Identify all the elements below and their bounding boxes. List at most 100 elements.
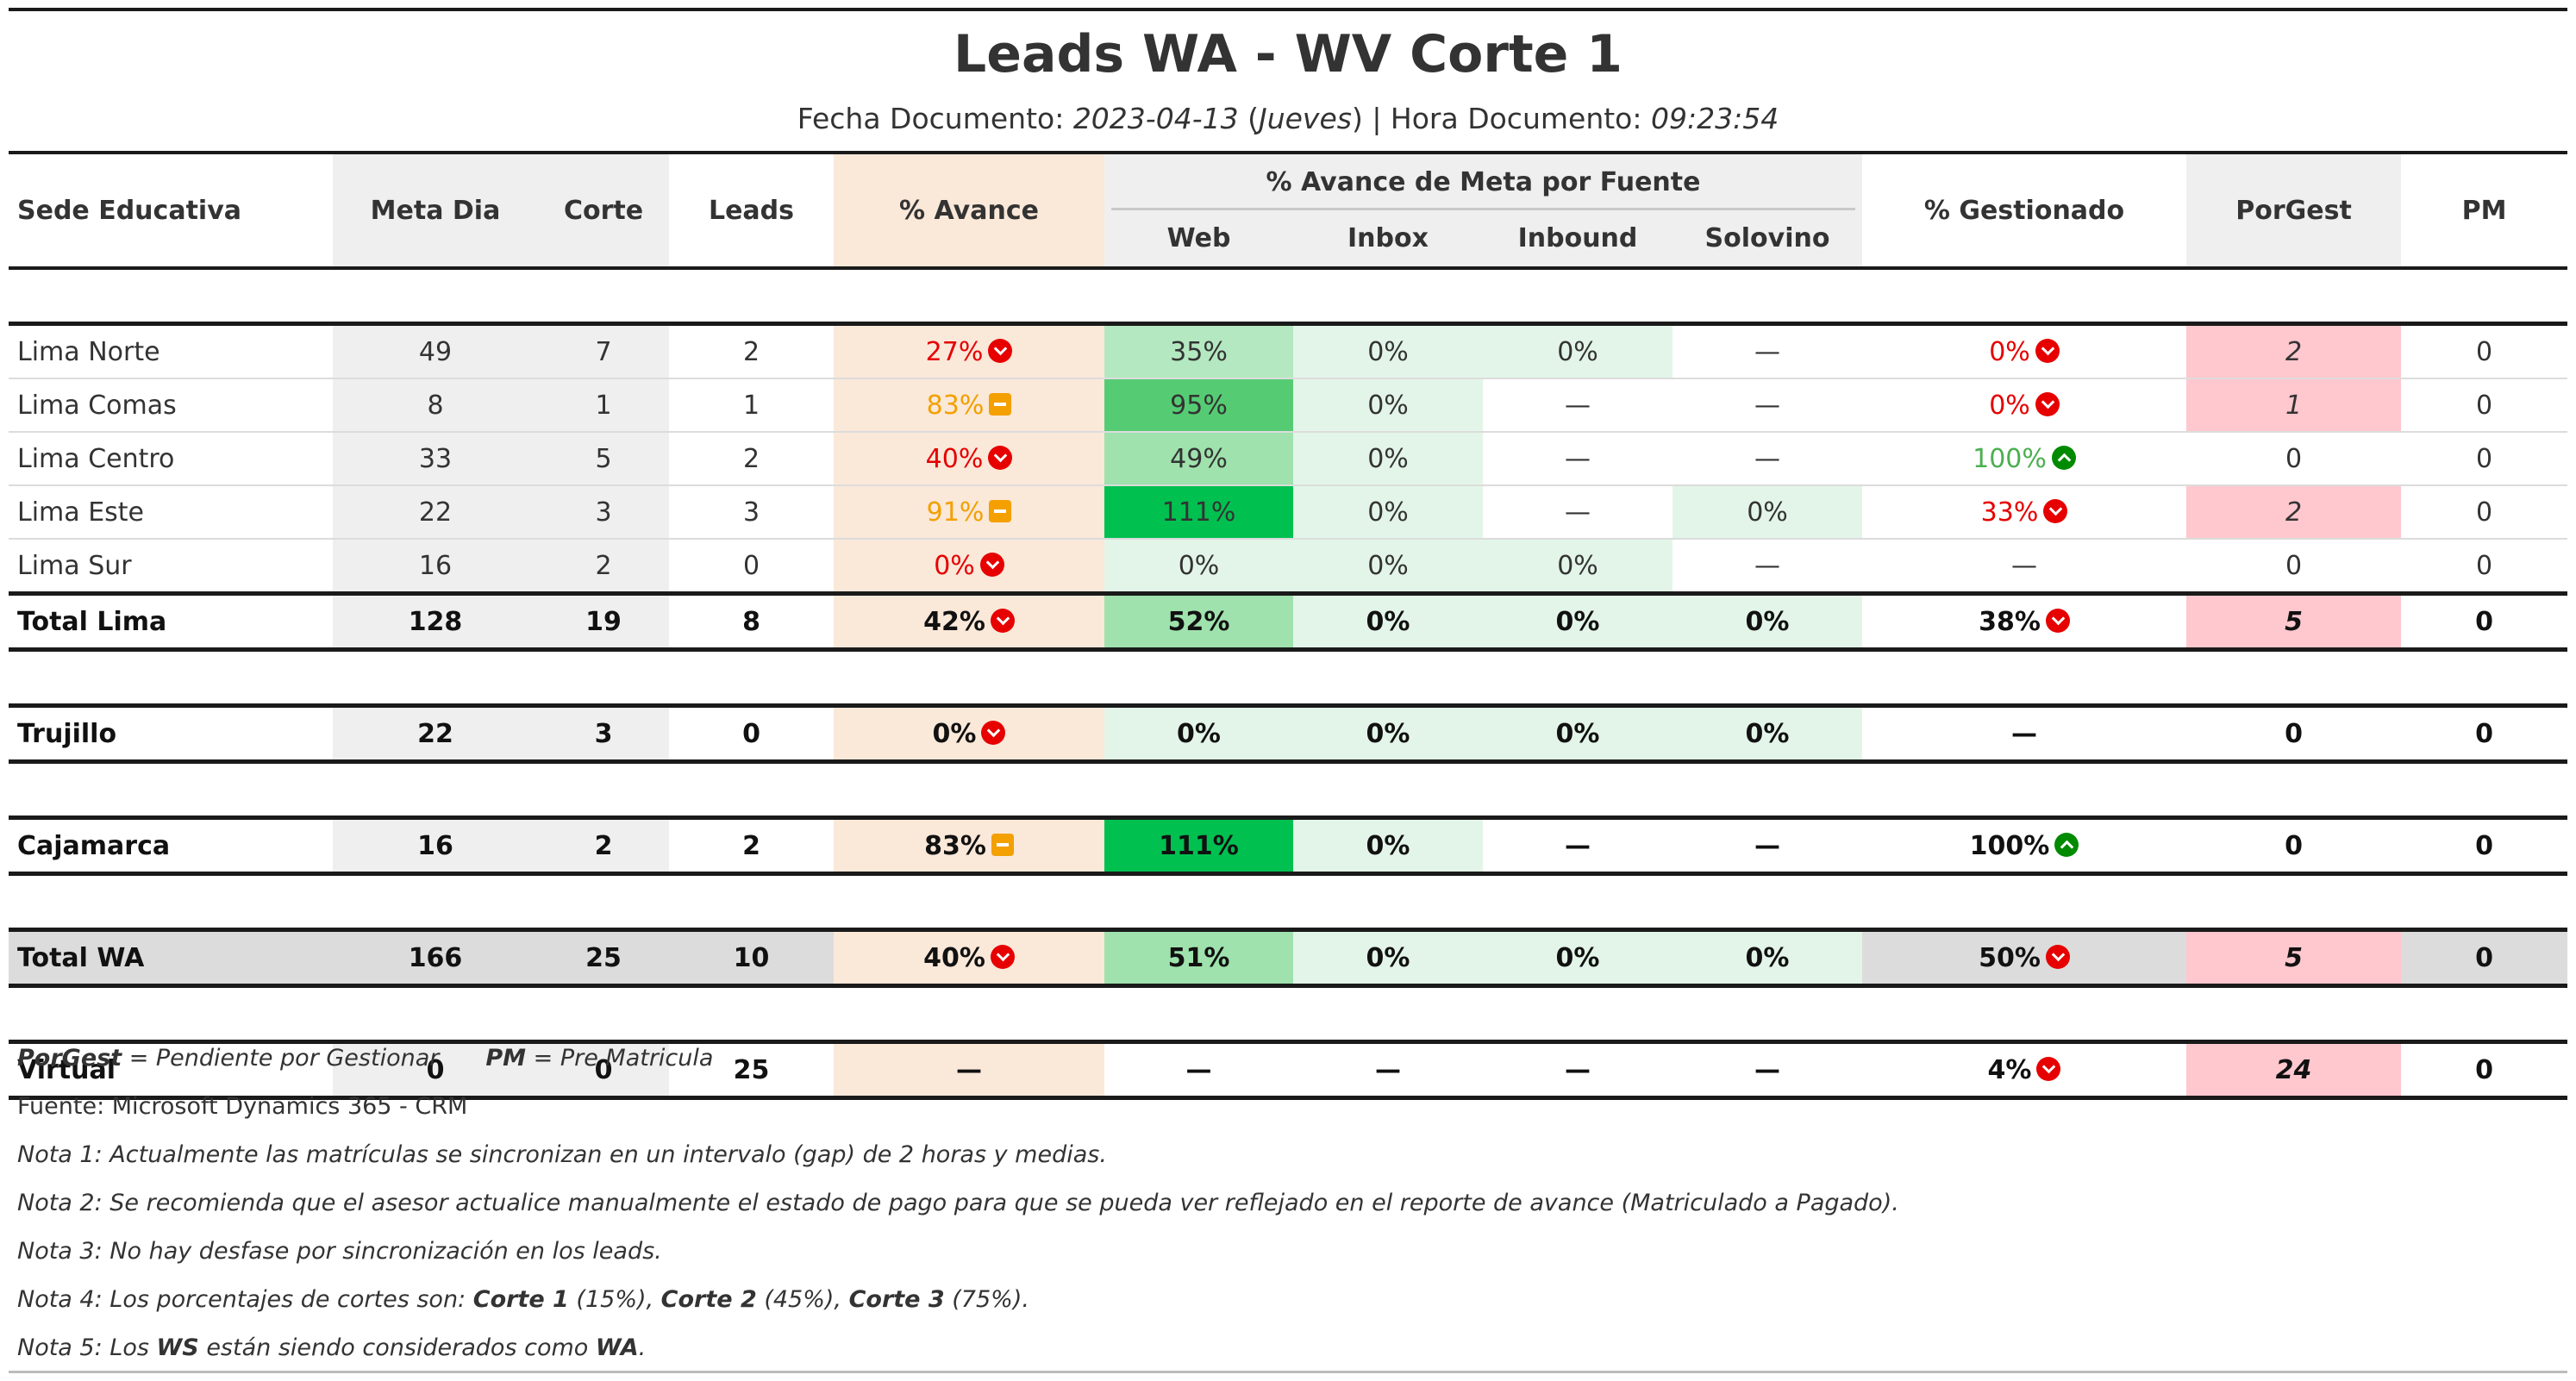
header-subrow: Web Inbox Inbound Solovino (9, 210, 2567, 270)
solovino-cell: — (1673, 323, 1863, 379)
pm-cell: 0 (2401, 815, 2568, 876)
gestionado-value: 100% (1973, 443, 2047, 474)
col-header-inbound: Inbound (1483, 210, 1673, 270)
avance-value: 0% (934, 550, 975, 581)
table-row-lima-este: Lima Este 22 3 3 91% 111% 0% — 0% 33% 2 … (9, 485, 2568, 540)
gestionado-cell: 0% (1862, 323, 2187, 379)
porgest-cell: 2 (2186, 323, 2402, 379)
corte-cell: 19 (538, 591, 669, 652)
web-cell: 49% (1104, 432, 1293, 486)
porgest-cell: 0 (2186, 815, 2402, 876)
web-cell: 0% (1104, 703, 1293, 764)
table-row-total-lima: Total Lima 128 19 8 42% 52% 0% 0% 0% 38%… (9, 591, 2568, 652)
note-5-wa: WA (595, 1334, 639, 1361)
porgest-value: 24 (2275, 1054, 2312, 1085)
corte-cell: 2 (538, 539, 669, 594)
inbox-cell: 0% (1293, 485, 1483, 540)
bottom-rule (9, 1371, 2567, 1373)
table-row-total-wa: Total WA 166 25 10 40% 51% 0% 0% 0% 50% … (9, 928, 2568, 988)
col-header-sede: Sede Educativa (9, 151, 333, 270)
hora-value: 09:23:54 (1650, 102, 1779, 135)
inbound-cell: — (1483, 815, 1673, 876)
note-4: Nota 4: Los porcentajes de cortes son: C… (17, 1284, 1899, 1333)
porgest-cell: 1 (2186, 378, 2402, 433)
leads-cell: 3 (669, 485, 834, 540)
porgest-cell: 0 (2285, 550, 2303, 581)
avance-value: 40% (923, 942, 985, 973)
avance-value: 83% (926, 390, 985, 421)
gestionado-cell: 50% (1862, 928, 2187, 988)
legend-line: PorGest = Pendiente por Gestionar PM = Pr… (17, 1043, 1899, 1091)
col-group-header-fuente: % Avance de Meta por Fuente (1104, 151, 1863, 210)
gestionado-cell: 100% (1862, 432, 2187, 486)
avance-value: 83% (924, 830, 986, 861)
gestionado-cell: — (2011, 550, 2038, 581)
solovino-cell: — (1673, 432, 1863, 486)
chevron-down-circle-icon (2035, 339, 2060, 363)
avance-value: 42% (923, 606, 985, 637)
solovino-cell: 0% (1673, 591, 1863, 652)
note-1: Nota 1: Actualmente las matrículas se si… (17, 1141, 1107, 1168)
inbound-cell: — (1483, 1040, 1673, 1100)
corte-cell: 2 (538, 815, 669, 876)
spacer-row (9, 986, 2567, 1042)
note-4-corte3: Corte 3 (848, 1286, 945, 1313)
source-note: Fuente: Microsoft Dynamics 365 - CRM (17, 1093, 468, 1120)
pm-cell: 0 (2401, 378, 2568, 433)
inbound-cell: — (1483, 432, 1673, 486)
table-row-lima-norte: Lima Norte 49 7 2 27% 35% 0% 0% — 0% 2 0 (9, 323, 2568, 379)
corte-cell: 25 (538, 928, 669, 988)
gestionado-cell: 33% (1862, 485, 2187, 540)
porgest-cell: 0 (2186, 432, 2402, 486)
gestionado-value: 33% (1980, 497, 2039, 528)
leads-cell: 2 (669, 323, 834, 379)
leads-cell: 0 (669, 703, 834, 764)
sede-cell: Total WA (9, 928, 333, 988)
sede-cell: Lima Este (9, 485, 333, 540)
col-header-solovino: Solovino (1673, 210, 1863, 270)
hora-label: | Hora Documento: (1362, 102, 1651, 135)
corte-cell: 3 (538, 485, 669, 540)
gestionado-value: 0% (1989, 336, 2030, 367)
chevron-down-circle-icon (979, 553, 1004, 577)
fecha-label: Fecha Documento: (797, 102, 1073, 135)
pm-cell: 0 (2401, 485, 2568, 540)
web-cell: — (1104, 1040, 1293, 1100)
spacer-row (9, 762, 2567, 818)
chevron-up-circle-icon (2054, 833, 2079, 857)
note-3: Nota 3: No hay desfase por sincronizació… (17, 1238, 662, 1265)
pm-cell: 0 (2475, 550, 2493, 581)
meta-cell: 16 (333, 539, 538, 594)
avance-cell: 27% (834, 323, 1104, 379)
web-cell: 111% (1104, 485, 1293, 540)
leads-cell: 25 (669, 1040, 834, 1100)
legend-pm-text: = Pre Matricula (526, 1045, 714, 1072)
corte-cell: 5 (538, 432, 669, 486)
table-row-lima-comas: Lima Comas 8 1 1 83% 95% 0% — — 0% 1 0 (9, 378, 2568, 433)
avance-value: 27% (925, 336, 984, 367)
solovino-cell: 0% (1673, 703, 1863, 764)
meta-cell: 128 (333, 591, 538, 652)
sede-cell: Lima Sur (17, 550, 132, 581)
avance-value: 40% (925, 443, 984, 474)
avance-cell: 40% (834, 432, 1104, 486)
table-row-lima-sur: Lima Sur 16 2 0 0% 0% 0% 0% — — 0 0 (9, 539, 2567, 594)
avance-value: 91% (926, 497, 985, 528)
gestionado-cell: 100% (1862, 815, 2187, 876)
inbound-cell: 0% (1483, 539, 1673, 594)
inbound-cell: — (1483, 378, 1673, 433)
web-cell: 51% (1104, 928, 1293, 988)
col-header-web: Web (1104, 210, 1293, 270)
meta-cell: 22 (333, 703, 538, 764)
porgest-value: 5 (2285, 606, 2303, 637)
inbound-cell: 0% (1483, 703, 1673, 764)
gestionado-cell: 0% (1862, 378, 2187, 433)
inbox-cell: 0% (1293, 539, 1483, 594)
col-header-meta-dia: Meta Dia (333, 151, 538, 270)
inbox-cell: 0% (1293, 815, 1483, 876)
chevron-down-circle-icon (2045, 609, 2070, 633)
meta-cell: 22 (333, 485, 538, 540)
note-4-corte1-pct: (15%), (568, 1286, 661, 1313)
chevron-down-circle-icon (988, 339, 1013, 363)
